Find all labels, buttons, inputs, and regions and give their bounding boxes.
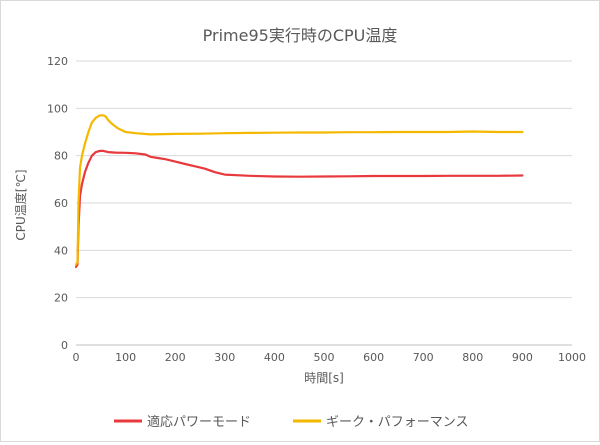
series-lines — [74, 114, 524, 268]
y-tick-label: 60 — [54, 197, 68, 210]
x-tick-label: 600 — [363, 351, 384, 364]
y-tick-label: 20 — [54, 292, 68, 305]
y-tick-label: 120 — [47, 55, 68, 68]
x-axis-title: 時間[s] — [304, 371, 344, 385]
series-line-1 — [74, 114, 524, 266]
x-tick-label: 1000 — [558, 351, 586, 364]
y-tick-label: 100 — [47, 102, 68, 115]
y-tick-label: 40 — [54, 244, 68, 257]
y-tick-labels: 0 20 40 60 80 100 120 — [47, 55, 68, 352]
y-gridlines — [76, 60, 572, 299]
y-axis-title: CPU温度[℃] — [13, 169, 28, 240]
x-tick-label: 900 — [512, 351, 533, 364]
legend-label-adaptive: 適応パワーモード — [147, 414, 251, 430]
x-tick-label: 0 — [73, 351, 80, 364]
x-tick-label: 100 — [115, 351, 136, 364]
legend: 適応パワーモード ギーク・パフォーマンス — [114, 414, 468, 430]
x-tick-label: 300 — [214, 351, 235, 364]
series-line-0 — [74, 149, 524, 268]
chart-title: Prime95実行時のCPU温度 — [203, 26, 398, 45]
x-tick-label: 800 — [462, 351, 483, 364]
y-tick-label: 0 — [61, 339, 68, 352]
legend-label-geek-performance: ギーク・パフォーマンス — [326, 415, 468, 430]
x-tick-label: 200 — [165, 351, 186, 364]
x-tick-label: 400 — [264, 351, 285, 364]
y-tick-label: 80 — [54, 150, 68, 163]
x-tick-labels: 0 100 200 300 400 500 600 700 800 900 1000 — [73, 351, 587, 364]
x-tick-label: 700 — [413, 351, 434, 364]
x-tick-label: 500 — [314, 351, 335, 364]
